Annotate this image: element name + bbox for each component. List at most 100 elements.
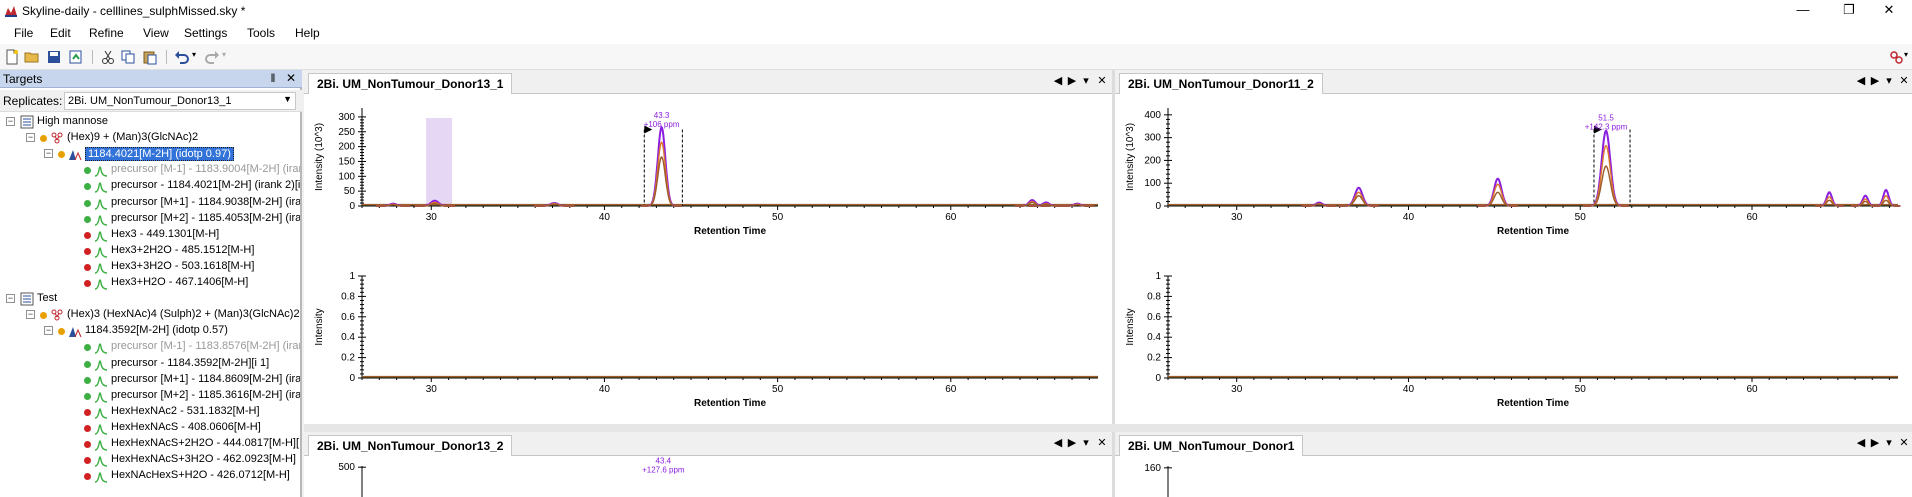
tree-transition-node[interactable]: HexHexNAcS+2H2O - 444.0817[M-H][: [0, 436, 300, 452]
targets-close-button[interactable]: ✕: [285, 71, 297, 85]
collapse-icon[interactable]: −: [6, 293, 15, 304]
new-document-icon[interactable]: [4, 49, 20, 65]
chromatogram-trace: [1815, 199, 1844, 207]
tab-close-icon[interactable]: ✕: [1899, 75, 1909, 87]
tree-transition-node[interactable]: precursor [M+2] - 1185.4053[M-2H] (irar: [0, 211, 300, 227]
tab-replicate[interactable]: 2Bi. UM_NonTumour_Donor11_2: [1119, 73, 1323, 94]
menu-file[interactable]: File: [14, 26, 34, 40]
tab-close-icon[interactable]: ✕: [1097, 75, 1107, 87]
tree-transition-node[interactable]: HexHexNAcS - 408.0606[M-H]: [0, 420, 300, 436]
y-tick-label: 200: [338, 142, 355, 153]
menu-settings[interactable]: Settings: [184, 26, 228, 40]
tab-replicate[interactable]: 2Bi. UM_NonTumour_Donor1: [1119, 435, 1304, 456]
tree-transition-node[interactable]: HexNAcHexS+H2O - 426.0712[M-H]: [0, 468, 300, 484]
tree-molecule-node[interactable]: − (Hex)9 + (Man)3(GlcNAc)2: [0, 130, 300, 146]
collapse-icon[interactable]: −: [6, 116, 15, 126]
tab-close-icon[interactable]: ✕: [1899, 437, 1909, 449]
tree-transition-node[interactable]: precursor [M+1] - 1184.9038[M-2H] (irar: [0, 195, 300, 211]
open-folder-icon[interactable]: [24, 49, 40, 65]
import-icon[interactable]: [68, 49, 84, 65]
chromatogram-trace: [1583, 165, 1629, 207]
tree-precursor-node[interactable]: − 1184.3592[M-2H] (idotp 0.57): [0, 323, 300, 339]
tree-molecule-node[interactable]: − (Hex)3 (HexNAc)4 (Sulph)2 + (Man)3(GlcN…: [0, 307, 300, 323]
tab-close-icon[interactable]: ✕: [1097, 437, 1107, 449]
tab-menu-icon[interactable]: ▾: [1083, 437, 1089, 449]
horizontal-splitter[interactable]: [304, 424, 1912, 432]
tree-node-label: Hex3+H2O - 467.1406[M-H]: [111, 276, 249, 288]
tab-prev-icon[interactable]: ◀: [1856, 437, 1866, 449]
tree-transition-node[interactable]: Hex3+3H2O - 503.1618[M-H]: [0, 259, 300, 275]
chromatogram-graph[interactable]: 0 0.2 0.4 0.6 0.8 1 30 40 50 60 Retention Time Inte…: [1115, 262, 1912, 424]
paste-icon[interactable]: [142, 49, 158, 65]
status-dot-icon: [58, 328, 65, 336]
vertical-splitter[interactable]: [1112, 70, 1115, 497]
tab-replicate[interactable]: 2Bi. UM_NonTumour_Donor13_1: [308, 73, 513, 94]
redo-icon[interactable]: [204, 49, 220, 65]
replicates-select[interactable]: 2Bi. UM_NonTumour_Donor13_1 ▼: [64, 92, 296, 110]
minimize-button[interactable]: —: [1796, 2, 1810, 17]
tree-transition-node[interactable]: precursor - 1184.3592[M-2H][i 1]: [0, 356, 300, 372]
tree-transition-node[interactable]: Hex3+H2O - 467.1406[M-H]: [0, 275, 300, 291]
redo-dropdown-icon[interactable]: ▾: [222, 50, 227, 59]
replicates-select-value: 2Bi. UM_NonTumour_Donor13_1: [68, 95, 232, 107]
toolbar-separator: [166, 50, 167, 64]
maximize-button[interactable]: ❐: [1843, 2, 1855, 17]
tree-transition-node[interactable]: precursor [M+2] - 1185.3616[M-2H] (iran: [0, 388, 300, 404]
tree-transition-node[interactable]: HexHexNAc2 - 531.1832[M-H]: [0, 404, 300, 420]
precursor-icon: [69, 327, 82, 338]
tab-prev-icon[interactable]: ◀: [1053, 437, 1063, 449]
tree-node-label: Hex3+2H2O - 485.1512[M-H]: [111, 243, 255, 256]
tab-replicate[interactable]: 2Bi. UM_NonTumour_Donor13_2: [308, 435, 513, 456]
tab-next-icon[interactable]: ▶: [1870, 437, 1880, 449]
undo-icon[interactable]: [174, 49, 190, 65]
menu-view[interactable]: View: [143, 26, 169, 40]
peptide-dropdown-icon[interactable]: ▾: [1904, 50, 1909, 59]
menu-tools[interactable]: Tools: [247, 26, 276, 40]
menu-edit[interactable]: Edit: [50, 26, 71, 40]
collapse-icon[interactable]: −: [44, 325, 53, 336]
tab-next-icon[interactable]: ▶: [1067, 437, 1077, 449]
chromatogram-graph[interactable]: 0 50 100 150 200 250 300 30 40 50 60 Retention Time…: [304, 94, 1112, 260]
molecule-list-icon: [20, 115, 34, 129]
collapse-icon[interactable]: −: [44, 148, 53, 159]
tree-transition-node[interactable]: HexHexNAcS+3H2O - 462.0923[M-H]: [0, 452, 300, 468]
save-icon[interactable]: [46, 49, 62, 65]
tab-next-icon[interactable]: ▶: [1870, 75, 1880, 87]
tab-strip: 2Bi. UM_NonTumour_Donor13_2 ◀ ▶ ▾ ✕: [304, 432, 1112, 456]
chromatogram-graph[interactable]: 160: [1115, 456, 1912, 497]
y-tick-label: 300: [1144, 133, 1161, 144]
menu-refine[interactable]: Refine: [89, 26, 124, 40]
tab-prev-icon[interactable]: ◀: [1856, 75, 1866, 87]
peptide-icon[interactable]: [1888, 49, 1904, 65]
tab-prev-icon[interactable]: ◀: [1053, 75, 1063, 87]
tab-menu-icon[interactable]: ▾: [1886, 75, 1892, 87]
tree-precursor-node[interactable]: − 1184.4021[M-2H] (idotp 0.97): [0, 146, 300, 162]
peak-rt-label: 51.5: [1598, 114, 1614, 123]
tab-menu-icon[interactable]: ▾: [1083, 75, 1089, 87]
tree-list-node[interactable]: − Test: [0, 291, 300, 307]
pin-icon[interactable]: ‖: [270, 71, 276, 85]
tab-next-icon[interactable]: ▶: [1067, 75, 1077, 87]
collapse-icon[interactable]: −: [26, 309, 35, 320]
status-dot-icon: [84, 280, 91, 287]
chromatogram-graph[interactable]: 0 100 200 300 400 30 40 50 60 Retention Time Inten…: [1115, 94, 1912, 260]
tree-transition-node[interactable]: precursor [M+1] - 1184.8609[M-2H] (iran: [0, 372, 300, 388]
chromatogram-graph[interactable]: 0 0.2 0.4 0.6 0.8 1 30 40 50 60 Retention Time Inte…: [304, 262, 1112, 424]
close-button[interactable]: ✕: [1883, 2, 1895, 17]
precursor-icon: [69, 150, 82, 161]
tree-transition-node[interactable]: precursor [M-1] - 1183.9004[M-2H] (iran: [0, 162, 300, 178]
tree-transition-node[interactable]: precursor - 1184.4021[M-2H] (irank 2)[i: [0, 178, 300, 194]
tree-transition-node[interactable]: Hex3+2H2O - 485.1512[M-H]: [0, 243, 300, 259]
menu-help[interactable]: Help: [295, 26, 320, 40]
tab-menu-icon[interactable]: ▾: [1886, 437, 1892, 449]
tree-list-node[interactable]: − High mannose: [0, 114, 300, 130]
copy-icon[interactable]: [120, 49, 136, 65]
tree-transition-node[interactable]: precursor [M-1] - 1183.8576[M-2H] (iran: [0, 339, 300, 355]
cut-icon[interactable]: [100, 49, 116, 65]
undo-dropdown-icon[interactable]: ▾: [192, 50, 197, 59]
tree-transition-node[interactable]: Hex3 - 449.1301[M-H]: [0, 227, 300, 243]
collapse-icon[interactable]: −: [26, 132, 35, 143]
chromatogram-graph[interactable]: 500 43.4+127.6 ppm: [304, 456, 1112, 497]
title-bar: Skyline-daily - celllines_sulphMissed.sk…: [0, 0, 1912, 22]
chevron-down-icon[interactable]: ▼: [283, 94, 292, 104]
